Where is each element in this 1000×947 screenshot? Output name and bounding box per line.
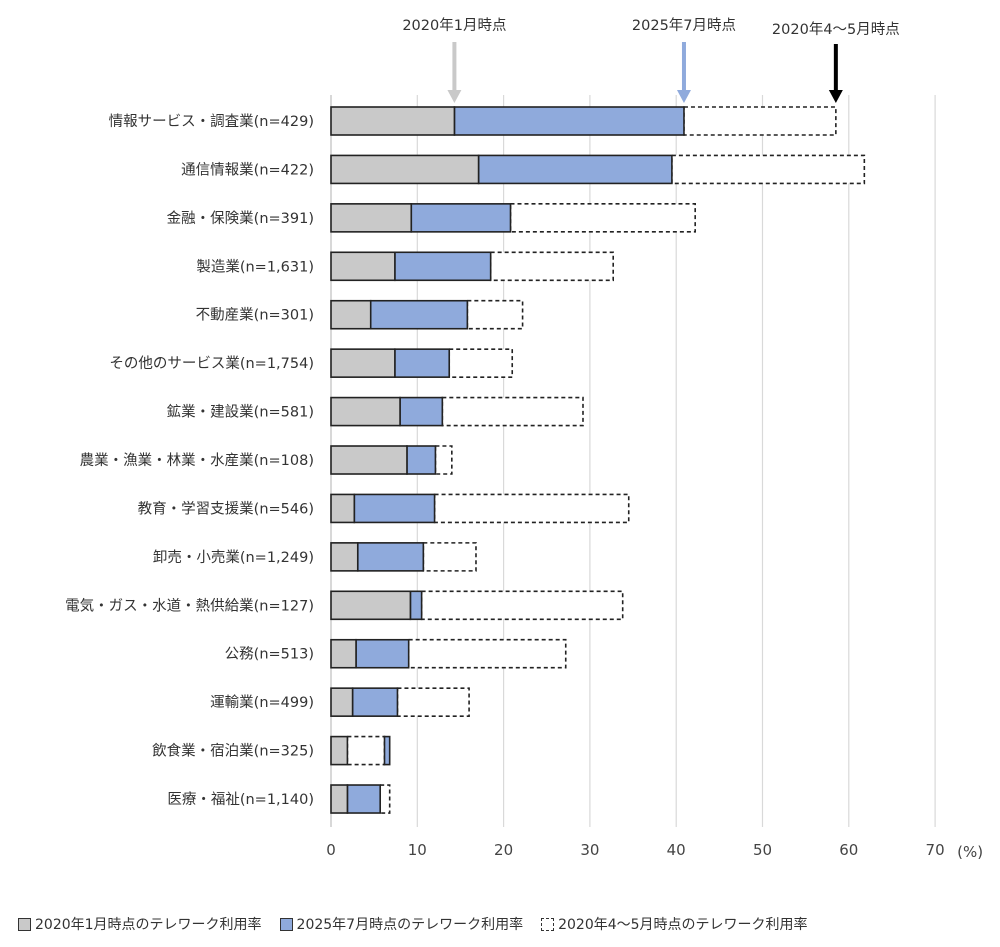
x-tick-label: 40 (667, 841, 686, 859)
arrow-down-icon (828, 90, 843, 103)
bar-jan2020 (330, 203, 413, 233)
legend-swatch (18, 917, 31, 931)
bar-jan2020 (330, 590, 412, 621)
legend-swatch (541, 917, 555, 931)
category-label: 不動産業(n=301) (196, 307, 314, 324)
bar-aprmay2020 (420, 590, 624, 621)
arrow-down-icon (676, 90, 691, 103)
legend-label: 2020年4～5月時点のテレワーク利用率 (558, 917, 808, 933)
arrow-down-icon (447, 90, 462, 103)
legend-item-jan2020: 2020年1月時点のテレワーク利用率 (18, 914, 262, 934)
bar-jul2025 (346, 784, 381, 814)
x-tick-label: 30 (580, 841, 599, 859)
annotation-label: 2020年4～5月時点 (772, 21, 900, 38)
category-label: 通信情報業(n=422) (181, 161, 314, 178)
bar-jan2020 (330, 299, 372, 330)
bar-jan2020 (330, 154, 480, 185)
bar-aprmay2020 (346, 735, 386, 766)
x-tick-label: 60 (839, 841, 858, 859)
bar-jan2020 (330, 638, 357, 669)
legend-swatch (279, 917, 293, 931)
bar-jan2020 (330, 348, 396, 378)
bar-aprmay2020 (441, 396, 584, 427)
bar-jul2025 (477, 154, 673, 185)
bar-jul2025 (399, 396, 444, 427)
category-label: 鉱業・建設業(n=581) (167, 403, 314, 421)
category-label: 電気・ガス・水道・熱供給業(n=127) (65, 597, 314, 614)
bar-jul2025 (406, 445, 437, 475)
x-unit-label: (%) (957, 843, 983, 861)
category-label: 卸売・小売業(n=1,249) (153, 549, 314, 566)
legend-label: 2025年7月時点のテレワーク利用率 (296, 917, 524, 933)
bar-jul2025 (383, 735, 391, 766)
bar-aprmay2020 (422, 542, 477, 572)
x-tick-label: 20 (494, 841, 513, 859)
legend-label: 2020年1月時点のテレワーク利用率 (35, 917, 262, 933)
bar-aprmay2020 (489, 251, 615, 282)
bar-jan2020 (330, 542, 359, 572)
x-tick-label: 50 (753, 841, 772, 859)
bar-jan2020 (330, 784, 349, 814)
category-label: 製造業(n=1,631) (196, 258, 314, 275)
category-label: 運輸業(n=499) (210, 694, 314, 711)
x-tick-label: 70 (926, 841, 945, 859)
category-label: 飲食業・宿泊業(n=325) (152, 743, 314, 760)
legend-item-jul2025: 2025年7月時点のテレワーク利用率 (279, 914, 524, 934)
legend-item-aprmay2020: 2020年4～5月時点のテレワーク利用率 (541, 914, 808, 934)
x-tick-label: 0 (326, 841, 336, 859)
bar-jul2025 (353, 493, 436, 524)
category-label: 公務(n=513) (225, 646, 314, 663)
bar-aprmay2020 (396, 687, 470, 717)
bar-jan2020 (330, 445, 408, 475)
category-label: その他のサービス業(n=1,754) (109, 355, 314, 372)
bar-jan2020 (330, 251, 396, 282)
bar-jul2025 (394, 348, 451, 378)
bar-aprmay2020 (448, 348, 514, 378)
bar-aprmay2020 (434, 445, 453, 475)
bar-aprmay2020 (433, 493, 630, 524)
bar-jul2025 (369, 299, 469, 330)
bar-aprmay2020 (379, 784, 391, 814)
bar-aprmay2020 (671, 154, 866, 185)
category-label: 教育・学習支援業(n=546) (138, 500, 314, 517)
bar-jan2020 (330, 106, 456, 136)
bar-aprmay2020 (466, 299, 524, 330)
x-tick-label: 10 (408, 841, 427, 859)
bar-jul2025 (351, 687, 399, 717)
category-label: 金融・保険業(n=391) (167, 210, 314, 227)
annotation-label: 2020年1月時点 (402, 17, 506, 34)
bar-jul2025 (410, 203, 512, 233)
bar-jul2025 (453, 106, 685, 136)
bar-jan2020 (330, 735, 349, 766)
bar-aprmay2020 (407, 638, 567, 669)
bar-jul2025 (356, 542, 425, 572)
bar-jul2025 (394, 251, 492, 282)
bar-jul2025 (409, 590, 423, 621)
category-label: 農業・漁業・林業・水産業(n=108) (80, 452, 314, 469)
bar-jan2020 (330, 396, 401, 427)
legend: 2020年1月時点のテレワーク利用率 2025年7月時点のテレワーク利用率 20… (18, 914, 808, 934)
bar-aprmay2020 (509, 203, 696, 233)
bar-jan2020 (330, 493, 356, 524)
annotation-label: 2025年7月時点 (632, 17, 736, 34)
bar-aprmay2020 (683, 106, 837, 136)
category-label: 情報サービス・調査業(n=429) (109, 113, 314, 130)
bar-jul2025 (355, 638, 410, 669)
bar-jan2020 (330, 687, 354, 717)
category-label: 医療・福祉(n=1,140) (167, 791, 314, 808)
